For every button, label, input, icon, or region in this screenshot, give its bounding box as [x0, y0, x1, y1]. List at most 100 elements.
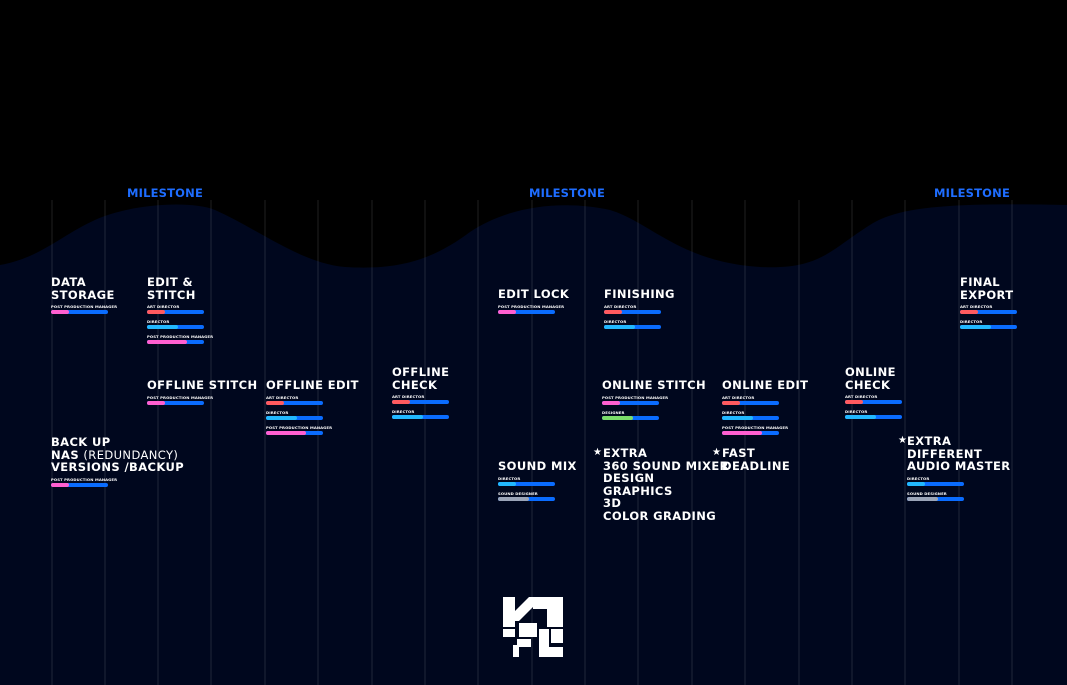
milestone-label-3: MILESTONE: [933, 186, 1011, 200]
extra-note: ★ FAST DEADLINE: [712, 447, 791, 473]
role-bar: SOUND DESIGNER: [498, 491, 577, 505]
stage-finishing: FINISHING ART DIRECTOR DIRECTOR: [604, 288, 675, 333]
stage-sound-mix: SOUND MIX DIRECTOR SOUND DESIGNER: [498, 460, 577, 505]
role-fill: [845, 400, 864, 404]
role-label: POST PRODUCTION MANAGER: [498, 303, 565, 309]
role-label: POST PRODUCTION MANAGER: [722, 424, 789, 430]
role-track: [147, 400, 204, 405]
wave-shape: [0, 204, 1067, 685]
role-label: ART DIRECTOR: [604, 303, 637, 309]
role-fill: [960, 310, 979, 314]
role-track: [51, 310, 108, 314]
milestone-label-1: MILESTONE: [126, 186, 204, 200]
role-fill: [602, 415, 634, 420]
stage-back-up: BACK UP NAS (REDUNDANCY) VERSIONS /BACKUP P…: [51, 436, 184, 491]
role-label: ART DIRECTOR: [147, 304, 180, 309]
role-fill: [845, 415, 877, 419]
role-label: SOUND DESIGNER: [498, 490, 538, 496]
role-fill: [266, 430, 306, 435]
stage-title-line-3: VERSIONS /BACKUP: [51, 460, 185, 474]
role-bar: DIRECTOR: [907, 476, 1010, 490]
role-track: [602, 400, 659, 405]
extra-line: DEADLINE: [722, 458, 791, 473]
role-fill: [498, 496, 530, 501]
stage-title: EDIT & STITCH: [147, 275, 196, 302]
role-track: [907, 481, 964, 486]
role-track: [960, 325, 1017, 329]
role-label: POST PRODUCTION MANAGER: [602, 394, 669, 400]
role-track: [960, 310, 1017, 314]
role-track: [722, 400, 779, 405]
star-icon: ★: [898, 435, 908, 446]
role-fill: [722, 430, 762, 435]
stage-title-line-2: NAS (REDUNDANCY): [51, 447, 179, 462]
role-track: [498, 496, 555, 501]
stage-title: BACK UP: [51, 435, 111, 449]
role-track: [604, 309, 661, 314]
stage-title: SOUND MIX: [498, 459, 577, 473]
stage-extra-different-audio-master: EXTRA DIFFERENT AUDIO MASTER DIRECTOR SOUN…: [907, 435, 1010, 505]
role-label: POST PRODUCTION MANAGER: [51, 476, 118, 482]
role-label: DESIGNER: [602, 409, 625, 415]
role-bar: DESIGNER: [602, 410, 706, 424]
role-fill: [266, 415, 298, 420]
role-label: ART DIRECTOR: [392, 394, 425, 399]
role-label: DIRECTOR: [604, 318, 627, 324]
role-bar: DIRECTOR: [845, 409, 902, 423]
role-track: [498, 481, 555, 486]
role-track: [722, 430, 779, 435]
role-fill: [266, 400, 285, 405]
stage-offline-edit: OFFLINE EDIT ART DIRECTOR DIRECTOR POST PRO…: [266, 379, 359, 439]
role-fill: [722, 415, 754, 420]
stage-title: EXTRA DIFFERENT AUDIO MASTER: [907, 434, 1011, 473]
role-fill: [604, 324, 636, 329]
role-bar: POST PRODUCTION MANAGER: [722, 425, 808, 439]
role-track: [51, 482, 108, 487]
extra-line: COLOR GRADING: [603, 508, 717, 523]
stage-title: ONLINE EDIT: [722, 378, 809, 392]
role-label: DIRECTOR: [845, 409, 868, 414]
stage-title: FINISHING: [604, 287, 675, 301]
role-fill: [960, 325, 992, 329]
role-bar: POST PRODUCTION MANAGER: [498, 304, 569, 318]
role-bar: ART DIRECTOR: [266, 395, 359, 409]
role-label: ART DIRECTOR: [266, 394, 299, 400]
role-fill: [907, 496, 939, 501]
role-bar: DIRECTOR: [498, 476, 577, 490]
role-label: ART DIRECTOR: [960, 304, 993, 309]
stage-offline-stitch: OFFLINE STITCH POST PRODUCTION MANAGER: [147, 379, 258, 409]
extra-line: 3D: [603, 496, 622, 510]
role-label: DIRECTOR: [722, 409, 745, 415]
role-label: POST PRODUCTION MANAGER: [266, 424, 333, 430]
stage-title: ONLINE CHECK: [845, 365, 896, 392]
role-bar: POST PRODUCTION MANAGER: [266, 425, 359, 439]
role-fill: [392, 400, 411, 404]
role-track: [266, 415, 323, 420]
role-label: POST PRODUCTION MANAGER: [147, 334, 214, 339]
role-track: [266, 430, 323, 435]
role-label: DIRECTOR: [147, 319, 170, 324]
role-track: [604, 324, 661, 329]
role-bar: ART DIRECTOR: [960, 304, 1017, 318]
role-track: [147, 340, 204, 344]
role-track: [845, 400, 902, 404]
role-track: [147, 310, 204, 314]
role-bar: SOUND DESIGNER: [907, 491, 1010, 505]
role-bar: POST PRODUCTION MANAGER: [147, 334, 213, 348]
role-track: [147, 325, 204, 329]
stage-title: OFFLINE CHECK: [392, 365, 450, 392]
role-label: DIRECTOR: [907, 475, 930, 481]
role-bar: ART DIRECTOR: [392, 394, 449, 408]
role-fill: [147, 340, 187, 344]
role-label: DIRECTOR: [498, 475, 521, 481]
role-fill: [51, 482, 70, 487]
role-fill: [51, 310, 70, 314]
role-label: DIRECTOR: [266, 409, 289, 415]
logo: [503, 597, 563, 657]
stage-title: FINAL EXPORT: [960, 275, 1014, 302]
role-track: [602, 415, 659, 420]
stage-title: OFFLINE STITCH: [147, 378, 258, 392]
role-track: [392, 400, 449, 404]
role-bar: ART DIRECTOR: [604, 304, 675, 318]
